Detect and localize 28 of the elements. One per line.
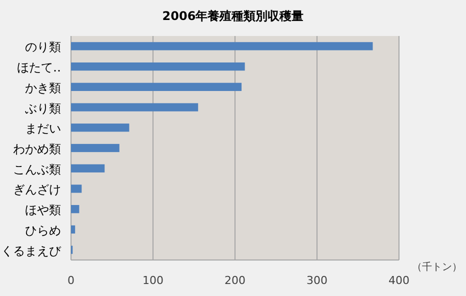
y-tick-label: ぎんざけ <box>13 182 61 197</box>
x-axis-title: （千トン） <box>412 261 462 273</box>
bar <box>71 205 80 214</box>
y-tick-label: ほたて‥ <box>16 60 61 75</box>
y-tick-label: ひらめ <box>25 223 61 238</box>
y-tick-label: ぶり類 <box>25 101 61 116</box>
x-tick-label: 400 <box>388 274 410 287</box>
bar <box>71 225 76 234</box>
bar <box>71 144 120 152</box>
bar <box>71 164 105 172</box>
x-tick-label: 100 <box>142 274 164 287</box>
chart-title: 2006年養殖種類別収穫量 <box>162 9 304 23</box>
bar <box>71 82 242 91</box>
y-tick-label: かき類 <box>25 80 61 95</box>
y-tick-label: くるまえび <box>1 244 62 258</box>
x-tick-label: 0 <box>68 274 74 287</box>
x-tick-label: 200 <box>224 274 246 287</box>
y-tick-label: わかめ類 <box>13 142 61 156</box>
bar <box>71 184 82 193</box>
bar <box>71 103 198 112</box>
y-tick-label: のり類 <box>25 40 61 54</box>
x-tick-label: 300 <box>306 274 328 287</box>
bar <box>71 124 130 132</box>
y-tick-label: ほや類 <box>25 203 61 218</box>
bar <box>71 42 373 50</box>
bar <box>71 62 245 71</box>
y-tick-label: まだい <box>25 122 61 136</box>
y-tick-label: こんぶ類 <box>13 162 61 176</box>
